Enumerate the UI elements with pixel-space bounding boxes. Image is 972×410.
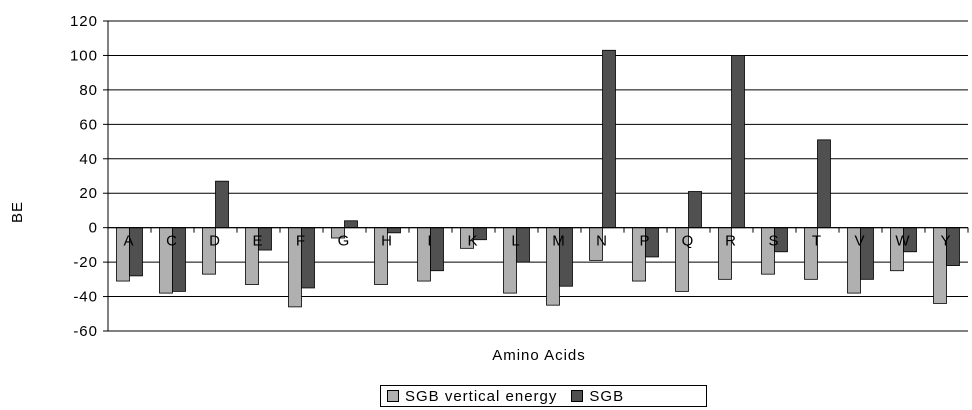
y-tick-labels: -60 -40 -20 0 20 40 60 80 100 120 <box>70 13 98 340</box>
bar-sgb-N <box>602 49 616 229</box>
legend-swatch-sgb <box>571 390 584 402</box>
legend: SGB vertical energy SGB <box>380 385 707 407</box>
category-label: V <box>854 233 864 250</box>
category-label: Q <box>682 233 694 250</box>
category-label: M <box>552 233 565 250</box>
y-tick-label: 60 <box>79 116 98 133</box>
category-label: D <box>209 233 220 250</box>
legend-swatch-vertical-energy <box>387 390 399 402</box>
legend-label-sgb: SGB <box>589 387 625 405</box>
bar-sgb-T <box>817 139 831 229</box>
category-label: W <box>895 233 910 250</box>
y-tick-label: 100 <box>70 47 98 64</box>
category-label: F <box>296 233 305 250</box>
bar-sgb-D <box>215 180 229 229</box>
x-axis-title: Amino Acids <box>492 347 586 364</box>
category-label: E <box>252 233 262 250</box>
category-label: K <box>467 233 477 250</box>
legend-item-vertical-energy: SGB vertical energy <box>387 388 557 405</box>
axes <box>103 20 969 332</box>
y-tick-label: 120 <box>70 13 98 30</box>
y-tick-label: 80 <box>79 82 98 99</box>
category-label: A <box>123 233 133 250</box>
category-label: C <box>166 233 177 250</box>
category-label: Y <box>940 233 950 250</box>
category-label: G <box>338 233 350 250</box>
category-label: T <box>812 233 821 250</box>
gridlines <box>108 20 968 332</box>
y-tick-label: 20 <box>79 185 98 202</box>
category-label: H <box>381 233 392 250</box>
y-axis-title: BE <box>9 201 26 223</box>
category-label: N <box>596 233 607 250</box>
category-label: S <box>768 233 778 250</box>
legend-label-vertical-energy: SGB vertical energy <box>405 387 558 405</box>
y-tick-label: -60 <box>73 323 98 340</box>
bar-sgb-I <box>430 227 444 272</box>
bar-sgb-R <box>731 55 745 229</box>
bar-sgb-G <box>344 220 358 229</box>
y-tick-label: -40 <box>73 289 98 306</box>
legend-item-sgb: SGB <box>571 388 624 405</box>
bar-chart: -60 -40 -20 0 20 40 60 80 100 120 A C D E F G H I K L M N P Q R… <box>9 13 969 364</box>
bars <box>116 49 960 308</box>
category-label: L <box>511 233 519 250</box>
category-label: P <box>639 233 649 250</box>
bar-sgb-Q <box>688 191 702 229</box>
category-label: R <box>725 233 736 250</box>
y-tick-label: 40 <box>79 151 98 168</box>
category-label: I <box>427 233 431 250</box>
y-tick-label: 0 <box>89 220 98 237</box>
y-tick-label: -20 <box>73 254 98 271</box>
